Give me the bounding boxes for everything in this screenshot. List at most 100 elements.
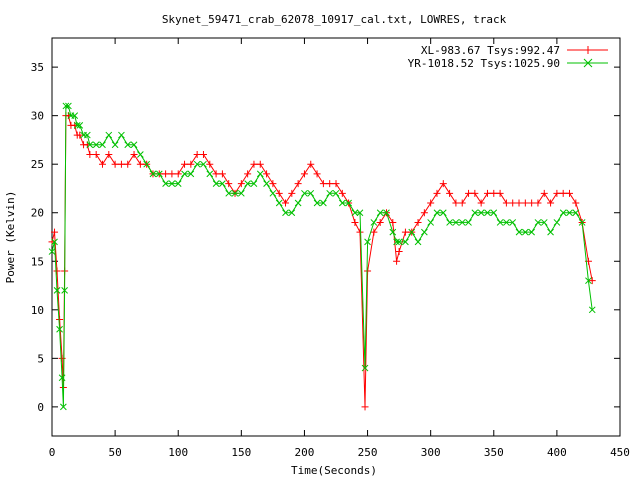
- data-point: [351, 218, 359, 226]
- data-point: [58, 374, 66, 382]
- data-point: [212, 170, 220, 178]
- data-point: [433, 209, 441, 217]
- data-point: [225, 189, 233, 197]
- data-point: [395, 238, 403, 246]
- data-point: [181, 160, 189, 168]
- data-point: [282, 209, 289, 217]
- x-tick-label: 50: [108, 446, 121, 459]
- series-layer: [48, 102, 596, 411]
- data-point: [402, 238, 409, 246]
- data-point: [496, 219, 504, 226]
- data-point: [439, 180, 447, 188]
- data-point: [351, 209, 359, 217]
- data-point: [433, 189, 441, 197]
- y-tick-label: 20: [31, 207, 44, 220]
- data-point: [111, 141, 119, 149]
- data-point: [427, 199, 435, 207]
- data-point: [572, 199, 580, 207]
- x-tick-label: 0: [49, 446, 56, 459]
- data-point: [588, 277, 596, 285]
- data-point: [111, 160, 119, 168]
- data-point: [356, 209, 364, 217]
- plot-frame: [51, 37, 621, 437]
- data-point: [490, 189, 498, 197]
- data-point: [301, 189, 308, 197]
- data-point: [553, 189, 561, 197]
- y-tick-label: 10: [31, 304, 44, 317]
- data-point: [269, 180, 277, 188]
- x-tick-label: 400: [547, 446, 567, 459]
- data-point: [162, 180, 169, 187]
- y-tick-label: 35: [31, 61, 44, 74]
- series-line: [51, 115, 593, 407]
- data-point: [364, 267, 372, 275]
- data-point: [181, 170, 188, 178]
- data-point: [326, 180, 334, 188]
- data-point: [60, 403, 67, 411]
- data-point: [477, 199, 485, 207]
- data-point: [338, 199, 346, 207]
- data-point: [218, 170, 226, 178]
- data-point: [356, 228, 364, 236]
- data-point: [313, 199, 321, 207]
- data-point: [263, 180, 270, 187]
- data-point: [566, 209, 573, 217]
- data-point: [332, 180, 340, 188]
- data-point: [48, 248, 56, 255]
- data-point: [465, 219, 472, 226]
- data-point: [389, 218, 397, 226]
- data-point: [566, 189, 574, 197]
- data-point: [174, 180, 182, 187]
- data-point: [269, 189, 277, 197]
- data-point: [376, 218, 384, 226]
- data-point: [58, 354, 66, 362]
- x-tick-label: 300: [421, 446, 441, 459]
- data-point: [117, 160, 125, 168]
- data-point: [219, 180, 226, 187]
- data-point: [237, 189, 245, 197]
- data-point: [231, 189, 239, 197]
- y-tick-label: 5: [37, 352, 44, 365]
- data-point: [51, 238, 58, 246]
- data-point: [408, 228, 416, 236]
- data-point: [446, 219, 453, 226]
- x-tick-label: 350: [484, 446, 504, 459]
- data-point: [244, 180, 251, 187]
- data-point: [53, 287, 61, 294]
- data-point: [559, 209, 567, 217]
- data-point: [137, 151, 144, 158]
- data-point: [585, 277, 592, 285]
- data-point: [521, 199, 529, 207]
- data-point: [345, 199, 352, 207]
- data-point: [225, 180, 233, 188]
- data-point: [83, 131, 91, 139]
- data-point: [256, 160, 264, 168]
- data-point: [540, 189, 548, 197]
- data-point: [477, 209, 485, 217]
- y-tick-label: 30: [31, 110, 44, 123]
- data-point: [559, 189, 567, 197]
- data-point: [401, 228, 409, 236]
- y-axis-label: Power (Kelvin): [4, 191, 17, 284]
- data-point: [515, 228, 523, 236]
- x-axis-label: Time(Seconds): [291, 464, 377, 477]
- x-tick-label: 200: [295, 446, 315, 459]
- data-point: [105, 150, 113, 158]
- legend-entry-xl: XL-983.67 Tsys:992.47: [421, 44, 608, 57]
- data-point: [86, 141, 94, 149]
- x-tick-label: 250: [358, 446, 378, 459]
- data-point: [383, 209, 390, 217]
- data-point: [484, 209, 491, 217]
- data-point: [307, 160, 315, 168]
- data-point: [76, 122, 84, 129]
- data-point: [61, 287, 68, 294]
- data-point: [294, 199, 302, 207]
- data-point: [206, 170, 214, 178]
- data-point: [471, 189, 479, 197]
- data-point: [250, 180, 258, 187]
- data-point: [206, 160, 214, 168]
- data-point: [162, 170, 170, 178]
- data-point: [71, 112, 79, 120]
- data-point: [540, 219, 548, 226]
